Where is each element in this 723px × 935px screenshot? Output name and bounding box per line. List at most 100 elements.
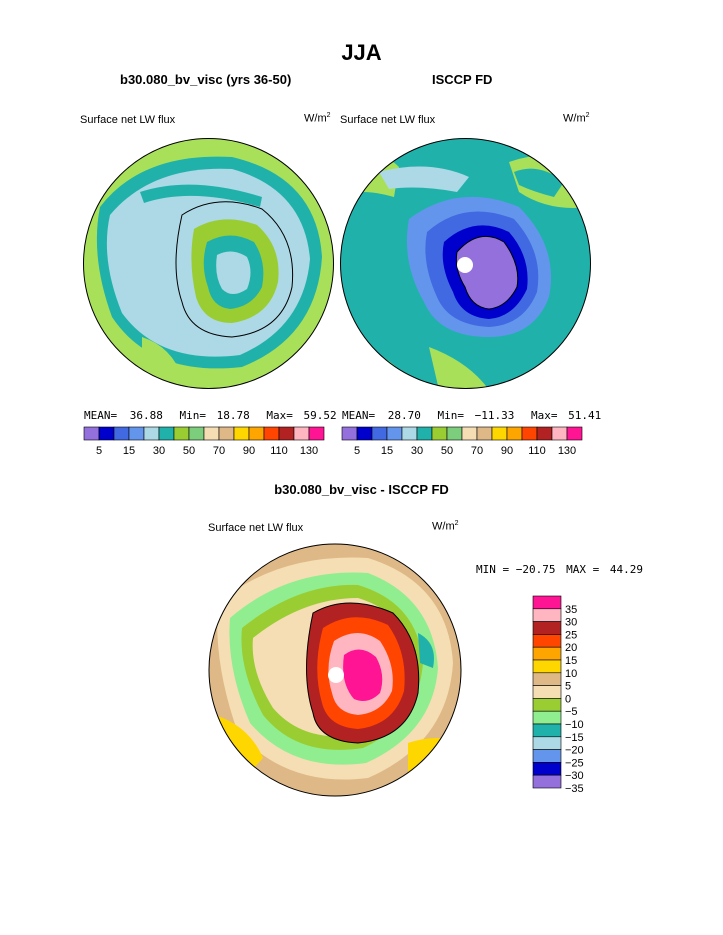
colorbar-observed-swatch: [446, 426, 463, 441]
panel-left-stats: MEAN= 36.88 Min= 18.78 Max= 59.52: [84, 409, 337, 422]
panel-right-title: ISCCP FD: [432, 72, 493, 87]
colorbar-observed-swatch: [551, 426, 568, 441]
min-label: MIN =: [476, 563, 510, 576]
colorbar-observed-tick-label: 30: [411, 445, 423, 457]
colorbar-model-swatch: [278, 426, 295, 441]
colorbar-difference-swatch: [532, 698, 562, 712]
colorbar-model-swatch: [293, 426, 310, 441]
colorbar-model-tick-label: 50: [183, 445, 195, 457]
units-text: W/m: [304, 112, 327, 125]
max-label: MAX =: [566, 563, 600, 576]
colorbar-difference-swatch: [532, 621, 562, 635]
colorbar-difference-tick-label: −25: [565, 757, 584, 769]
colorbar-model-tick-label: 15: [123, 445, 135, 457]
colorbar-observed-swatch: [401, 426, 418, 441]
colorbar-model-tick-label: 130: [300, 445, 318, 457]
colorbar-observed-swatch: [431, 426, 448, 441]
colorbar-difference-swatch: [532, 685, 562, 699]
colorbar-model-swatch: [128, 426, 145, 441]
min-label: Min=: [437, 409, 465, 422]
colorbar-model: 5 15 30 50 70 90 110 130: [83, 426, 325, 457]
mean-value: 28.70: [387, 409, 421, 422]
mean-label: MEAN=: [84, 409, 118, 422]
colorbar-observed-tick-label: 110: [528, 445, 546, 457]
colorbar-observed-swatch: [386, 426, 403, 441]
colorbar-observed-tick-label: 5: [354, 445, 360, 457]
colorbar-difference-swatch: [532, 672, 562, 686]
colorbar-difference-tick-label: 35: [565, 604, 577, 616]
colorbar-difference-swatch: [532, 659, 562, 674]
colorbar-difference-tick-label: −35: [565, 783, 584, 795]
colorbar-difference-tick-label: −30: [565, 770, 584, 782]
colorbar-observed-swatch: [341, 426, 358, 441]
colorbar-observed-swatch: [461, 426, 478, 441]
colorbar-model-tick-label: 5: [96, 445, 102, 457]
colorbar-observed-swatch: [521, 426, 538, 441]
colorbar-model-swatch: [158, 426, 175, 441]
units-text: W/m: [432, 520, 455, 533]
colorbar-difference-tick-label: 10: [565, 668, 577, 680]
colorbar-difference-swatch: [532, 736, 562, 750]
colorbar-difference-swatch: [532, 710, 562, 725]
max-label: Max=: [266, 409, 293, 422]
diff-panel-stats: MIN = −20.75 MAX = 44.29: [476, 563, 643, 576]
colorbar-model-swatch: [203, 426, 220, 441]
colorbar-difference-tick-label: −20: [565, 745, 584, 757]
colorbar-difference-tick-label: 20: [565, 642, 577, 654]
main-title: JJA: [341, 40, 382, 65]
colorbar-observed-tick-label: 70: [471, 445, 483, 457]
colorbar-observed-swatch: [536, 426, 553, 441]
colorbar-difference-swatch: [532, 595, 562, 610]
colorbar-model-swatch: [113, 426, 130, 441]
colorbar-observed-swatch: [491, 426, 508, 441]
colorbar-observed-tick-label: 90: [501, 445, 513, 457]
colorbar-difference-swatch: [532, 634, 562, 648]
colorbar-difference-swatch: [532, 774, 562, 789]
colorbar-difference-tick-label: 30: [565, 617, 577, 629]
colorbar-model-swatch: [308, 426, 325, 441]
max-value: 44.29: [609, 563, 643, 576]
colorbar-difference-swatch: [532, 723, 562, 738]
min-label: Min=: [179, 409, 207, 422]
colorbar-difference-swatch: [532, 749, 562, 763]
mean-label: MEAN=: [342, 409, 376, 422]
colorbar-model-swatch: [143, 426, 160, 441]
max-label: Max=: [531, 409, 558, 422]
units-text: W/m: [563, 112, 586, 125]
panel-right-variable: Surface net LW flux: [340, 114, 436, 126]
colorbar-difference-tick-label: −15: [565, 732, 584, 744]
diff-panel-variable: Surface net LW flux: [208, 522, 304, 534]
panel-left-title: b30.080_bv_visc (yrs 36-50): [120, 72, 292, 87]
colorbar-observed-tick-label: 15: [381, 445, 393, 457]
colorbar-model-swatch: [263, 426, 280, 441]
panel-right-units: W/m2: [563, 112, 590, 125]
colorbar-model-swatch: [83, 426, 100, 441]
units-exponent: 2: [326, 112, 331, 119]
colorbar-observed-swatch: [416, 426, 433, 441]
colorbar-model-swatch: [233, 426, 250, 441]
colorbar-difference-tick-label: 15: [565, 655, 577, 667]
colorbar-observed-swatch: [476, 426, 493, 441]
max-value: 51.41: [568, 409, 602, 422]
colorbar-observed-swatch: [506, 426, 523, 441]
colorbar-observed-tick-label: 130: [558, 445, 576, 457]
colorbar-model-swatch: [218, 426, 235, 441]
colorbar-difference-tick-label: 5: [565, 681, 571, 693]
colorbar-observed-swatch: [356, 426, 373, 441]
colorbar-difference-swatch: [532, 762, 562, 776]
colorbar-model-swatch: [173, 426, 190, 441]
min-value: 18.78: [216, 409, 250, 422]
colorbar-observed-swatch: [371, 426, 388, 441]
colorbar-model-swatch: [98, 426, 115, 441]
panel-left-units: W/m2: [304, 112, 331, 125]
colorbar-observed-swatch: [566, 426, 583, 441]
units-exponent: 2: [454, 520, 459, 527]
min-value: −20.75: [515, 563, 556, 576]
mean-value: 36.88: [129, 409, 163, 422]
colorbar-difference-tick-label: −5: [565, 706, 578, 718]
colorbar-difference-tick-label: −10: [565, 719, 584, 731]
min-value: −11.33: [474, 409, 515, 422]
colorbar-model-tick-label: 70: [213, 445, 225, 457]
polar-map-difference: [208, 543, 462, 797]
